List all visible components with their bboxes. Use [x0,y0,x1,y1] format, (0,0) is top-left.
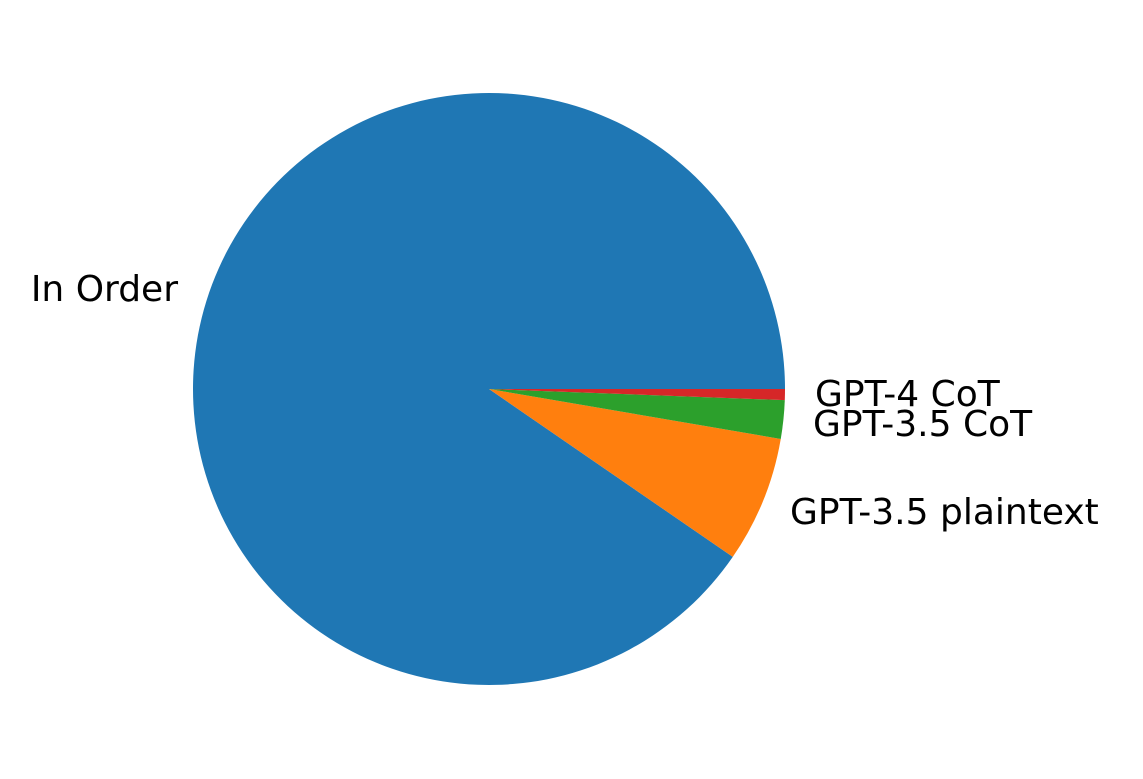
pie-labels: In Order GPT-3.5 plaintext GPT-3.5 CoTGPT-… [31,269,1099,533]
slice-label-in-order: In Order [31,269,178,310]
slice-label-gpt-3-5-cot: GPT-3.5 CoT [813,404,1033,445]
pie-slice-in-order [193,93,786,685]
slice-label-gpt-4-cot: GPT-4 CoT [815,374,1001,415]
pie-slices [193,93,786,685]
pie-slice-gpt-3-5-plaintext [489,389,781,557]
slice-label-gpt-3-5-plaintext: GPT-3.5 plaintext [790,492,1099,533]
pie-slice-gpt-4-cot [489,389,785,401]
pie-slice-gpt-3-5-cot [489,389,785,439]
